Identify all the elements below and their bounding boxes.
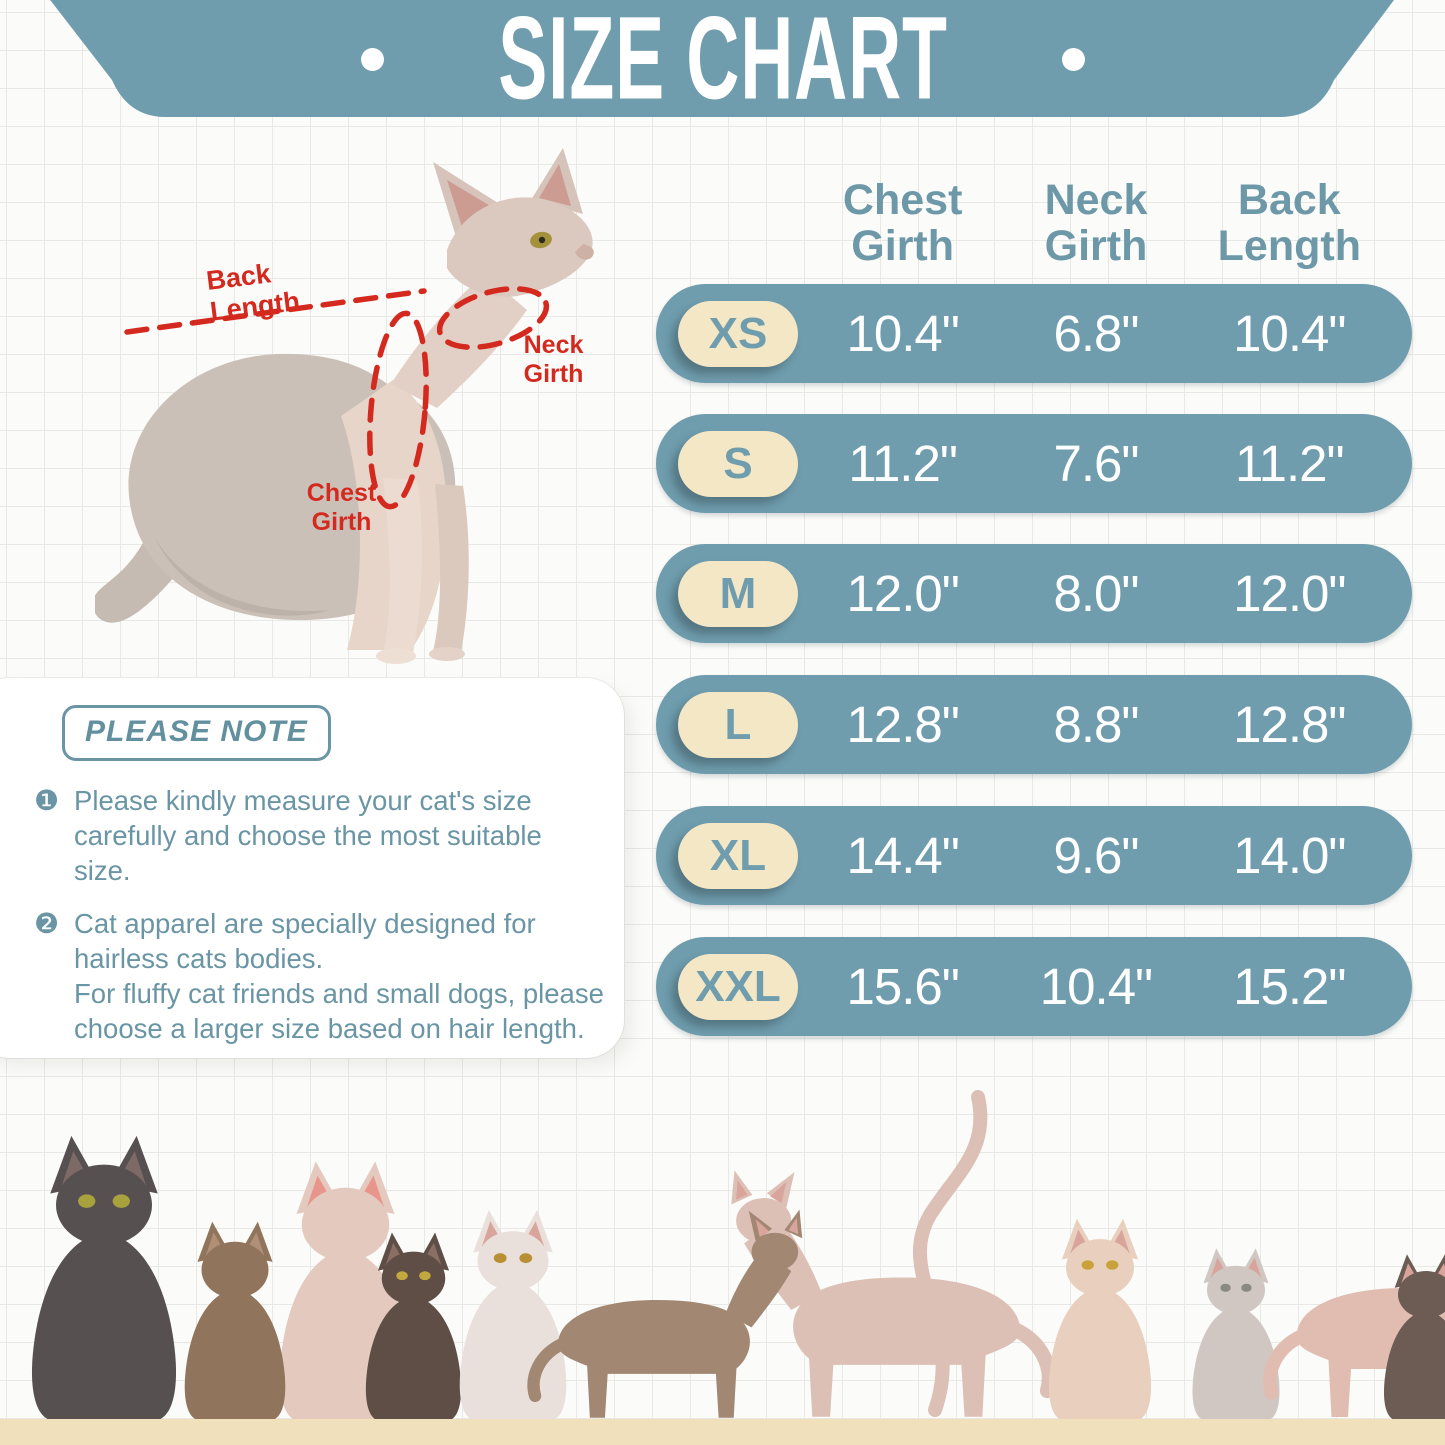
- sphynx-cats-photo-strip: [31, 1090, 1445, 1420]
- size-row-xs: XS 10.4" 6.8" 10.4": [656, 284, 1412, 383]
- size-label: XS: [708, 308, 768, 358]
- cat-silhouette: [731, 1171, 1049, 1417]
- size-badge-xl: XL: [678, 822, 798, 889]
- size-row-xxl: XXL 15.6" 10.4" 15.2": [656, 937, 1412, 1036]
- m-neck-girth-value: 8.0": [1053, 565, 1139, 622]
- s-back-length-value: 11.2": [1235, 435, 1345, 492]
- l-back-length-value: 12.8": [1233, 696, 1346, 753]
- xxl-back-length-value: 15.2": [1233, 958, 1346, 1015]
- size-row-m: M 12.0" 8.0" 12.0": [656, 544, 1412, 643]
- size-row-s: S 11.2" 7.6" 11.2": [656, 414, 1412, 513]
- xxl-neck-girth-value: 10.4": [1039, 958, 1153, 1015]
- note-item-2: ❷ Cat apparel are specially designed for…: [34, 906, 604, 1046]
- size-row-l: L 12.8" 8.8" 12.8": [656, 675, 1412, 774]
- size-label: XL: [709, 830, 767, 880]
- cat-silhouette: [365, 1232, 462, 1420]
- bottom-accent-bar: [0, 1419, 1445, 1445]
- measurement-dashes: [124, 286, 550, 510]
- note-text-1: Please kindly measure your cat's size ca…: [74, 785, 542, 886]
- cat-silhouette: [184, 1221, 286, 1420]
- title-right-dot-icon: [1061, 47, 1085, 71]
- xl-chest-girth-value: 14.4": [846, 827, 959, 884]
- l-neck-girth-value: 8.8": [1053, 696, 1139, 753]
- note-text-2: Cat apparel are specially designed for h…: [74, 908, 604, 1044]
- size-badge-xxl: XXL: [678, 953, 798, 1020]
- number-1-icon: ❶: [34, 785, 60, 816]
- sphynx-cat-measurement-photo: [95, 148, 594, 664]
- cat-silhouette: [459, 1209, 567, 1420]
- s-neck-girth-value: 7.6": [1053, 435, 1139, 492]
- size-label: L: [724, 699, 752, 749]
- xxl-chest-girth-value: 15.6": [846, 958, 959, 1015]
- title-bar: SIZE CHART: [0, 0, 1445, 124]
- s-chest-girth-value: 11.2": [848, 435, 958, 492]
- note-card: PLEASE NOTE ❶ Please kindly measure your…: [0, 678, 624, 1058]
- title-left-dot-icon: [360, 47, 384, 71]
- size-badge-m: M: [678, 560, 798, 627]
- title-banner: [50, 0, 1394, 117]
- xl-neck-girth-value: 9.6": [1053, 827, 1139, 884]
- note-item-1: ❶ Please kindly measure your cat's size …: [34, 783, 604, 888]
- size-label: XXL: [695, 961, 781, 1011]
- xs-chest-girth-value: 10.4": [846, 305, 959, 362]
- size-label: S: [723, 438, 753, 488]
- size-badge-xs: XS: [678, 300, 798, 367]
- column-header-neck-girth: Neck Girth: [1044, 175, 1148, 270]
- chest-girth-label: Chest Girth: [306, 479, 377, 536]
- xs-back-length-value: 10.4": [1233, 305, 1346, 362]
- size-row-xl: XL 14.4" 9.6" 14.0": [656, 806, 1412, 905]
- m-back-length-value: 12.0": [1233, 565, 1346, 622]
- xl-back-length-value: 14.0": [1233, 827, 1346, 884]
- m-chest-girth-value: 12.0": [846, 565, 959, 622]
- table-column-headers: Chest Girth Neck Girth Back Length: [656, 168, 1412, 278]
- column-header-chest-girth: Chest Girth: [842, 175, 963, 270]
- cat-silhouette: [1048, 1218, 1152, 1420]
- page-title: SIZE CHART: [497, 0, 948, 124]
- size-label: M: [719, 568, 757, 618]
- l-chest-girth-value: 12.8": [846, 696, 959, 753]
- size-badge-s: S: [678, 430, 798, 497]
- note-title-badge: PLEASE NOTE: [62, 705, 331, 761]
- xs-neck-girth-value: 6.8": [1053, 305, 1139, 362]
- cat-silhouette: [31, 1135, 177, 1420]
- cat-illustration: [95, 148, 594, 664]
- cat-silhouette: [534, 1210, 803, 1418]
- number-2-icon: ❷: [34, 908, 60, 939]
- neck-girth-label: Neck Girth: [523, 331, 584, 388]
- size-badge-l: L: [678, 691, 798, 758]
- column-header-back-length: Back Length: [1217, 175, 1361, 270]
- header-spacer: [656, 168, 806, 278]
